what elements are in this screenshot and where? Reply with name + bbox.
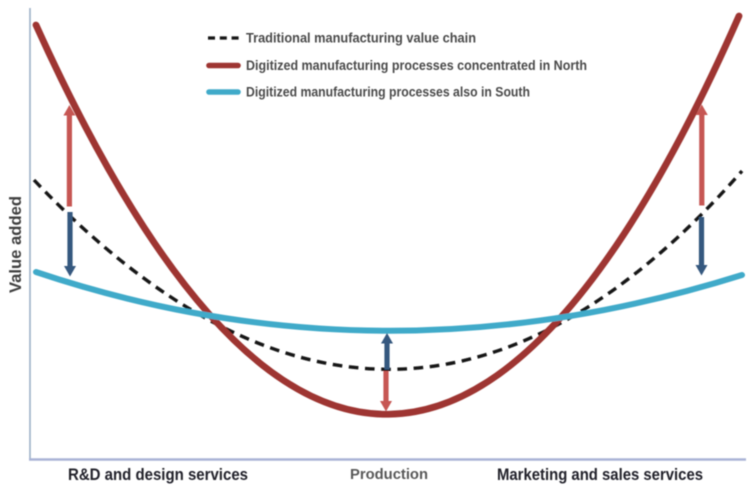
svg-text:R&D and design services: R&D and design services [68, 466, 248, 484]
svg-text:Digitized manufacturing proces: Digitized manufacturing processes also i… [246, 85, 530, 100]
svg-text:Value added: Value added [7, 196, 25, 293]
svg-text:Marketing and sales services: Marketing and sales services [497, 466, 703, 484]
svg-text:Production: Production [350, 466, 428, 483]
svg-text:Traditional manufacturing valu: Traditional manufacturing value chain [246, 31, 476, 46]
svg-text:Digitized manufacturing proces: Digitized manufacturing processes concen… [246, 58, 587, 73]
